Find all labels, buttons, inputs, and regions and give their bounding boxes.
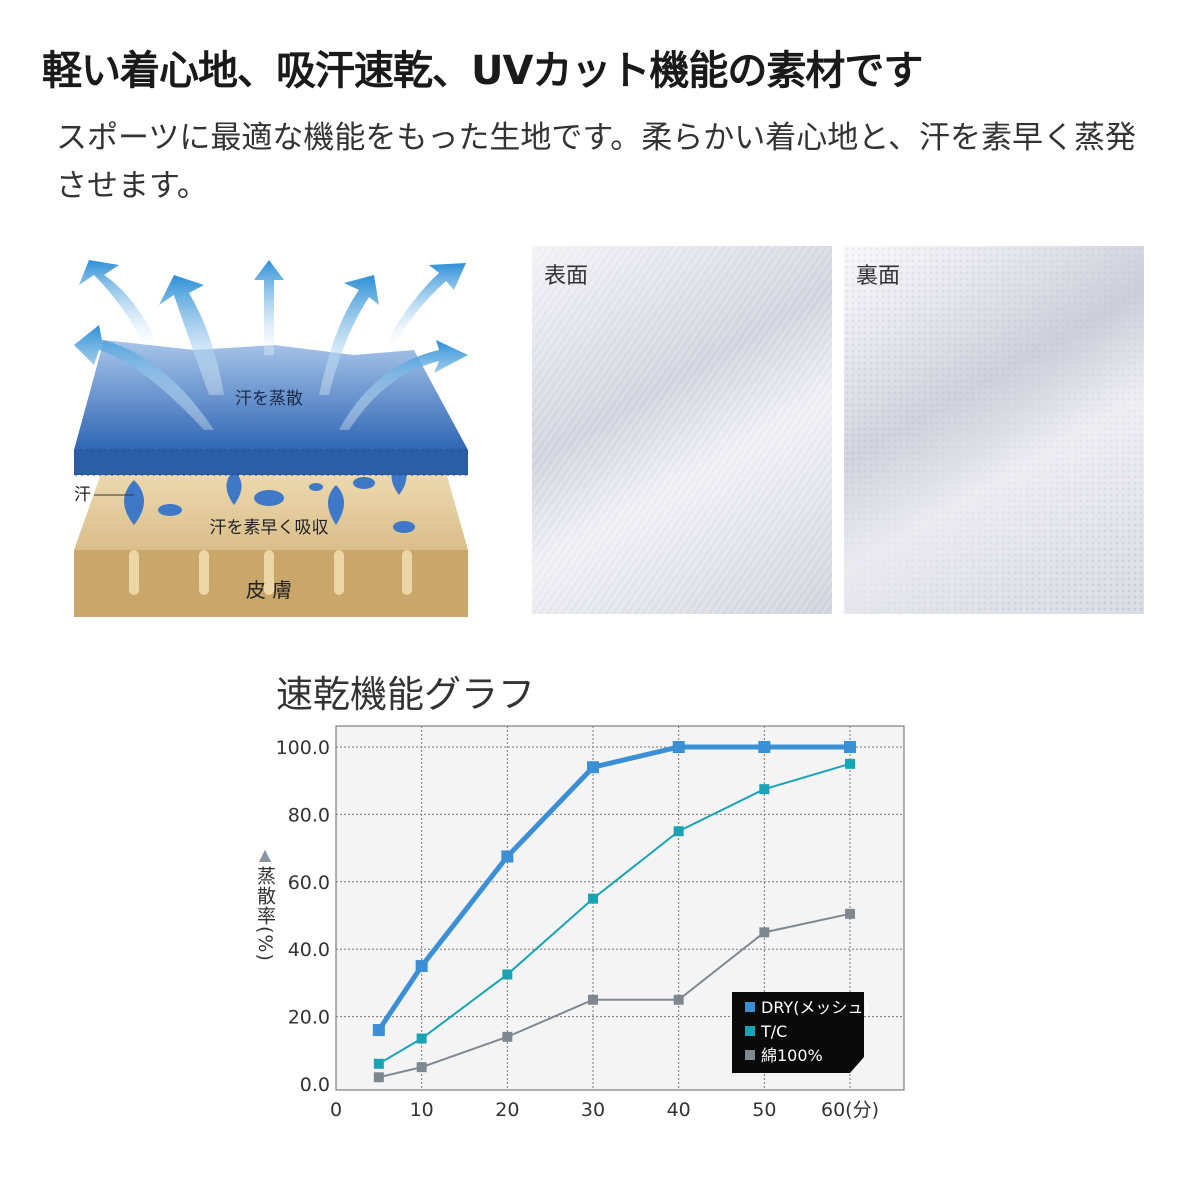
y-tick-label: 100.0 (276, 737, 330, 759)
chart-title: 速乾機能グラフ (276, 673, 535, 716)
data-point (416, 1033, 427, 1044)
data-point (502, 1031, 513, 1042)
data-point (416, 1062, 427, 1073)
absorb-label: 汗を素早く吸収 (210, 518, 329, 538)
data-point (672, 741, 685, 753)
data-point (759, 927, 770, 938)
y-tick-label: 0.0 (300, 1074, 330, 1096)
front-label: 表面 (544, 264, 589, 289)
data-point (845, 758, 856, 769)
headline: 軽い着心地、吸汗速乾、UVカット機能の素材です (42, 48, 923, 94)
x-tick-label: 30 (581, 1099, 605, 1121)
data-point (502, 969, 513, 980)
data-point (415, 960, 428, 973)
data-point (758, 741, 771, 753)
x-tick-label: 50 (752, 1099, 776, 1121)
evaporation-arrows-icon (74, 260, 468, 430)
data-point (845, 908, 856, 919)
legend-swatch (745, 1002, 755, 1012)
data-point (501, 850, 514, 863)
data-point (588, 893, 599, 904)
x-tick-label: 40 (667, 1099, 691, 1121)
y-tick-label: 20.0 (288, 1007, 330, 1029)
data-point (373, 1072, 384, 1083)
data-point (373, 1058, 384, 1069)
data-point (759, 784, 770, 795)
data-point (588, 994, 599, 1005)
y-tick-label: 80.0 (288, 804, 330, 826)
data-point (587, 761, 600, 774)
data-point (673, 826, 684, 837)
sweat-drops (124, 460, 415, 533)
data-point (673, 994, 684, 1005)
data-point (844, 741, 857, 753)
x-tick-label: 60(分) (821, 1099, 879, 1121)
fabric-layer (74, 340, 468, 476)
legend: DRY(メッシュ) T/C 綿100% (732, 992, 870, 1073)
y-tick-label: 40.0 (288, 939, 330, 961)
legend-swatch (745, 1026, 755, 1036)
evaporate-label: 汗を蒸散 (235, 389, 303, 409)
skin-layer (74, 465, 468, 617)
description: スポーツに最適な機能をもった生地です。柔らかい着心地と、汗を素早く蒸発させます。 (56, 120, 1137, 204)
legend-swatch (745, 1050, 755, 1060)
legend-label: 綿100% (761, 1046, 823, 1065)
legend-label: DRY(メッシュ) (761, 998, 870, 1017)
sweat-label: 汗 (74, 485, 91, 505)
x-tick-label: 0 (330, 1099, 342, 1121)
skin-label: 皮 膚 (246, 578, 292, 602)
sweat-diagram: 汗を蒸散 汗 汗を素早く吸収 皮 膚 (74, 260, 468, 617)
triangle-icon: ▲ (258, 845, 272, 864)
fabric-front-photo: 表面 (532, 246, 832, 614)
data-point (372, 1024, 385, 1037)
drying-chart: 0.0 20.0 40.0 60.0 80.0 100.0 0 10 20 30 40 50 60(分)… (276, 725, 905, 1121)
y-axis-label: 蒸散率(%) (254, 866, 276, 962)
legend-label: T/C (760, 1022, 787, 1041)
back-label: 裏面 (856, 264, 901, 289)
x-tick-label: 10 (410, 1099, 434, 1121)
y-axis-label-group: ▲ 蒸散率(%) (252, 845, 278, 962)
fabric-back-photo: 裏面 (844, 246, 1144, 614)
y-tick-label: 60.0 (288, 872, 330, 894)
x-tick-label: 20 (495, 1099, 519, 1121)
